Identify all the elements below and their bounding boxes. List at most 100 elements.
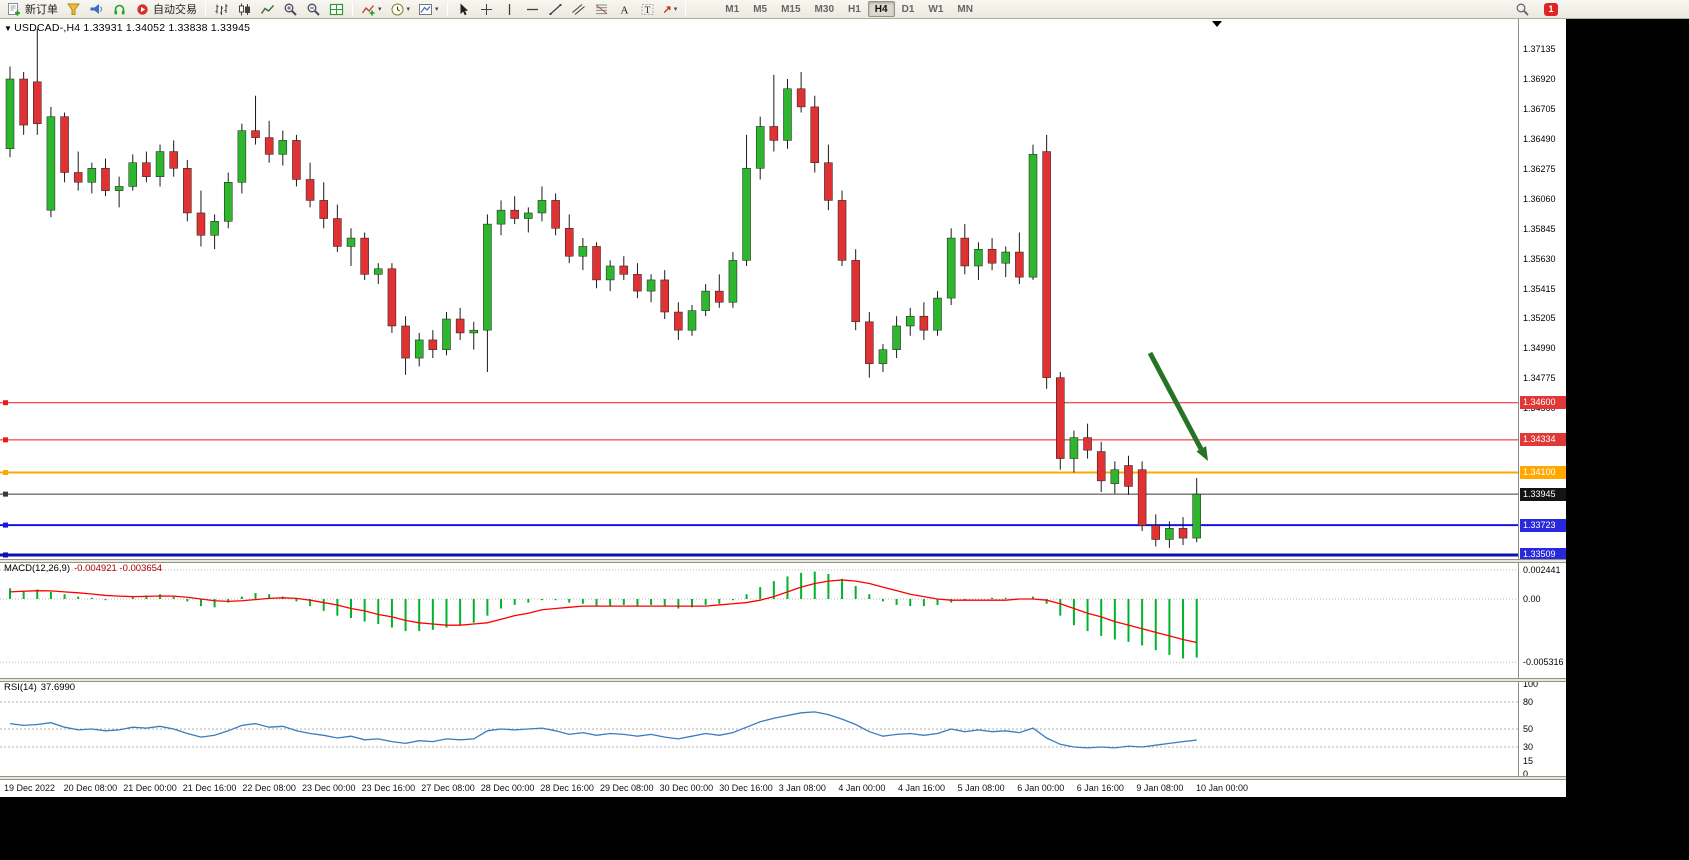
timeframe-button-mn[interactable]: MN	[957, 4, 973, 15]
timeframe-button-m30[interactable]: M30	[814, 4, 834, 15]
timeframe-button-d1[interactable]: D1	[901, 4, 915, 15]
candle-body	[73, 172, 83, 183]
candlestick-chart-button[interactable]	[233, 1, 256, 18]
announcement-button[interactable]	[85, 1, 108, 18]
candle-body	[237, 130, 247, 183]
price-axis-label: 1.35415	[1523, 284, 1556, 294]
chart-header: ▼ USDCAD-,H4 1.33931 1.34052 1.33838 1.33…	[4, 22, 250, 34]
candle-body	[605, 265, 615, 281]
toolbar-separator	[685, 2, 687, 16]
time-axis-label: 30 Dec 16:00	[719, 783, 773, 793]
timeframe-button-m5[interactable]: M5	[753, 4, 768, 15]
candle-body	[796, 88, 806, 108]
timeframe-button-m15[interactable]: M15	[781, 4, 801, 15]
text-label-tool-button[interactable]: T	[636, 1, 659, 18]
hline-handle[interactable]	[3, 491, 8, 497]
candle-body	[142, 162, 151, 177]
new-order-icon	[7, 2, 22, 17]
price-axis[interactable]: 1.37135 1.36920 1.36705 1.36490 1.36275 1.360…	[1518, 19, 1566, 797]
hline-handle[interactable]	[3, 400, 8, 406]
new-order-button[interactable]: 新订单	[3, 1, 62, 18]
candle-body	[101, 168, 110, 191]
timeframe-button-w1[interactable]: W1	[928, 4, 944, 15]
channel-tool-button[interactable]	[567, 1, 590, 18]
hline-handle[interactable]	[3, 522, 8, 528]
candle-body	[578, 246, 588, 257]
hline-handle[interactable]	[3, 469, 8, 475]
fibonacci-tool-button[interactable]	[590, 1, 613, 18]
zoom-out-button[interactable]	[302, 1, 325, 18]
macd-label: MACD(12,26,9) -0.004921 -0.003654	[4, 563, 162, 574]
panel-splitter[interactable]	[0, 678, 1566, 682]
trendline-tool-button[interactable]	[544, 1, 567, 18]
candle-body	[442, 318, 451, 350]
arrow-object-icon: ↗	[662, 3, 672, 16]
time-axis-label: 4 Jan 00:00	[838, 783, 886, 793]
clock-icon	[390, 2, 405, 17]
indicator-add-icon	[361, 2, 376, 17]
time-axis-label: 28 Dec 16:00	[540, 783, 594, 793]
price-chart[interactable]	[0, 19, 1518, 559]
candle-body	[933, 297, 942, 331]
macd-axis-label: 0.00	[1523, 594, 1541, 604]
time-axis[interactable]: 19 Dec 2022 20 Dec 08:00 21 Dec 00:00 21 De…	[0, 779, 1566, 797]
symbol-marker-icon[interactable]: ▼	[4, 24, 13, 33]
templates-button[interactable]: ▾	[414, 1, 443, 18]
bar-chart-button[interactable]	[210, 1, 233, 18]
vertical-line-tool-button[interactable]	[498, 1, 521, 18]
line-chart-button[interactable]	[256, 1, 279, 18]
candle-body	[742, 168, 751, 261]
panel-splitter[interactable]	[0, 776, 1566, 780]
toolbar-separator	[205, 2, 206, 16]
periods-button[interactable]: ▾	[386, 1, 415, 18]
fibonacci-icon	[594, 2, 609, 17]
trend-arrow[interactable]	[1147, 351, 1204, 451]
candle-body	[1192, 493, 1201, 539]
timeframe-button-h1[interactable]: H1	[848, 4, 861, 15]
autoscroll-marker-icon[interactable]	[1212, 21, 1222, 27]
auto-trading-button[interactable]: 自动交易	[131, 1, 201, 18]
hline-handle[interactable]	[3, 437, 8, 443]
chart-header-text: USDCAD-,H4 1.33931 1.34052 1.33838 1.339…	[14, 22, 251, 34]
candle-body	[87, 168, 97, 183]
candle-body	[46, 116, 56, 211]
candle-body	[360, 237, 369, 275]
candle-body	[1028, 154, 1038, 278]
timeframe-button-h4[interactable]: H4	[867, 1, 895, 17]
candle-body	[1056, 377, 1065, 459]
rsi-panel[interactable]: RSI(14) 37.6990	[0, 681, 1518, 776]
price-axis-label: 1.36275	[1523, 164, 1556, 174]
zoom-in-button[interactable]	[279, 1, 302, 18]
timeframe-button-m1[interactable]: M1	[725, 4, 740, 15]
candlestick-chart-icon	[237, 2, 252, 17]
candle-body	[319, 200, 328, 219]
search-button[interactable]	[1511, 1, 1534, 18]
candle-body	[1124, 465, 1133, 487]
arrows-tool-button[interactable]: ↗ ▾	[659, 1, 682, 18]
toolbar: 新订单 自动交易 ▾ ▾ ▾ A T ↗ ▾ M1 M5 M15 M30 H1 H4 D1 W1…	[0, 0, 1689, 19]
search-icon	[1515, 2, 1530, 17]
text-tool-button[interactable]: A	[613, 1, 636, 18]
macd-panel[interactable]: MACD(12,26,9) -0.004921 -0.003654	[0, 562, 1518, 678]
chevron-down-icon: ▾	[378, 6, 382, 13]
filter-button[interactable]	[62, 1, 85, 18]
tile-windows-button[interactable]	[325, 1, 348, 18]
candle-body	[183, 168, 192, 214]
crosshair-tool-button[interactable]	[475, 1, 498, 18]
trend-arrow-head[interactable]	[1196, 446, 1208, 461]
time-axis-label: 20 Dec 08:00	[63, 783, 118, 793]
candle-body	[223, 182, 233, 222]
price-axis-label: 1.35205	[1523, 313, 1556, 324]
hline-handle[interactable]	[3, 552, 8, 558]
candle-body	[564, 228, 574, 257]
notification-badge[interactable]: 1	[1544, 2, 1558, 16]
candle-body	[824, 162, 833, 201]
panel-splitter[interactable]	[0, 559, 1566, 563]
chevron-down-icon: ▾	[406, 6, 411, 13]
horizontal-line-tool-button[interactable]	[521, 1, 544, 18]
chart-window[interactable]: ▼ USDCAD-,H4 1.33931 1.34052 1.33838 1.33…	[0, 19, 1566, 797]
time-axis-label: 19 Dec 2022	[4, 783, 56, 793]
cursor-tool-button[interactable]	[452, 1, 475, 18]
support-button[interactable]	[108, 1, 131, 18]
indicators-button[interactable]: ▾	[357, 1, 386, 18]
